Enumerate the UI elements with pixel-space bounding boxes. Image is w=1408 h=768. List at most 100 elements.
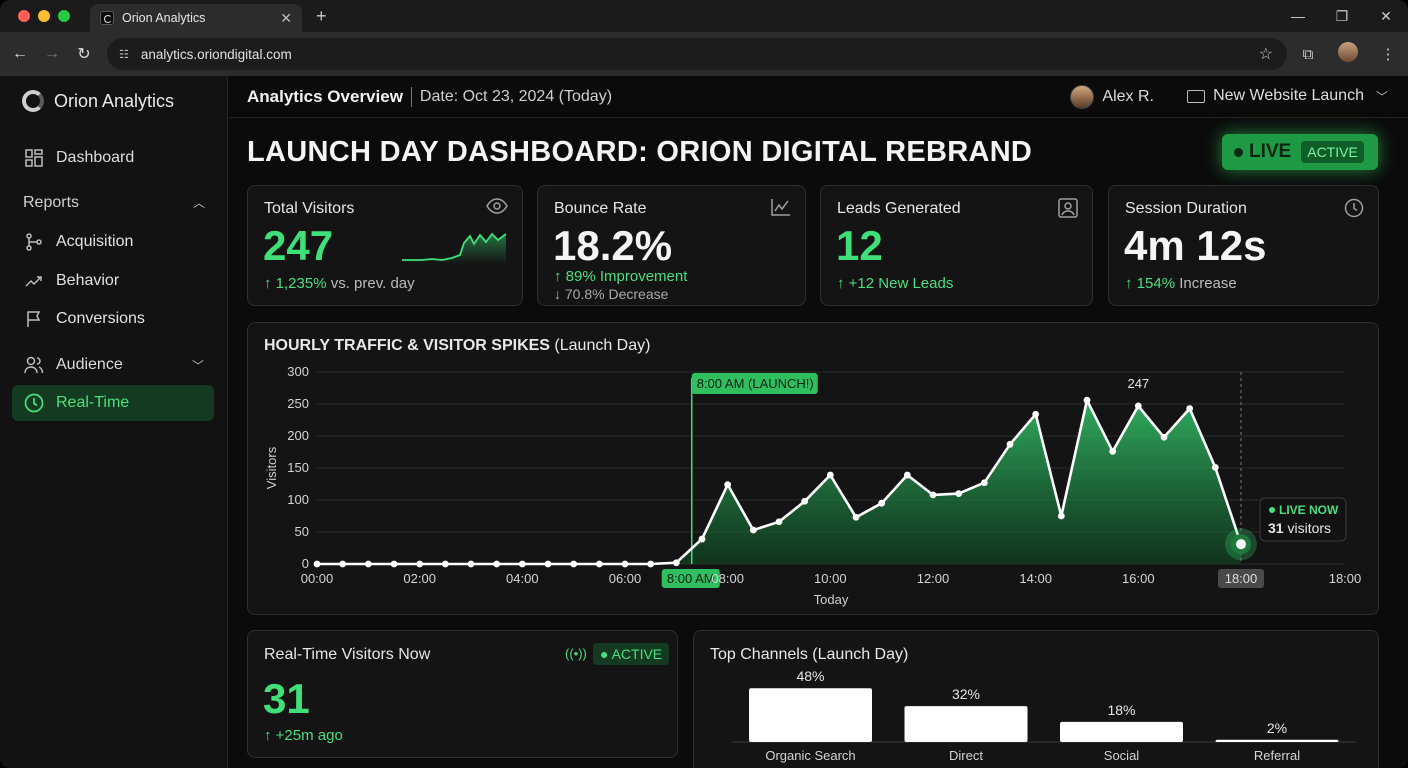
menu-icon[interactable]: ⋮ — [1380, 46, 1396, 63]
kpi-bounce-rate[interactable]: Bounce Rate 18.2% ↑ 89% Improvement ↓ 70… — [537, 185, 806, 306]
reload-button[interactable]: ↻ — [77, 46, 91, 63]
data-point — [339, 560, 347, 568]
site-settings-icon[interactable]: ☷ — [119, 48, 129, 61]
user-menu[interactable]: Alex R. — [1070, 85, 1154, 109]
sidebar-item-dashboard[interactable]: Dashboard — [12, 140, 214, 176]
browser-tab[interactable]: Orion Analytics ✕ — [90, 4, 302, 32]
kpi-value: 247 — [263, 222, 334, 269]
card-title: Real-Time Visitors Now — [264, 646, 431, 663]
sidebar-section-reports[interactable]: Reports ︿ — [23, 194, 205, 212]
bar-value-label: 48% — [796, 668, 824, 684]
bookmark-star-icon[interactable]: ☆ — [1258, 46, 1273, 63]
divider — [410, 86, 412, 107]
chart-title-main: Top Channels — [710, 646, 808, 663]
maximize-window-button[interactable] — [58, 10, 70, 22]
live-tooltip — [1259, 497, 1347, 542]
top-channels-chart[interactable]: 48% Organic Search 32% Direct 18% Social 2% Ref… — [694, 631, 1378, 768]
data-point — [493, 560, 501, 568]
chart-title: Top Channels (Launch Day) — [710, 646, 908, 664]
restore-icon[interactable]: ❐ — [1335, 7, 1349, 24]
chevron-down-icon: ﹀ — [1375, 89, 1388, 104]
sidebar-item-acquisition[interactable]: Acquisition — [12, 224, 214, 260]
hourly-traffic-chart[interactable]: 0 50 100 150 200 250 300 Visitors 00:00 02:00 04:0… — [248, 323, 1378, 614]
forward-button[interactable]: → — [44, 45, 60, 62]
data-point — [801, 497, 809, 505]
data-point — [647, 560, 655, 568]
sidebar-item-realtime[interactable]: Real-Time — [12, 385, 214, 421]
data-point — [1160, 433, 1168, 441]
extensions-icon[interactable]: ⧉ — [1302, 45, 1314, 63]
realtime-sub-text: ↑ +25m ago — [264, 727, 343, 744]
category-label: Direct — [949, 748, 983, 763]
brand[interactable]: Orion Analytics — [22, 90, 174, 112]
data-point — [1006, 440, 1014, 448]
kpi-title: Bounce Rate — [554, 200, 647, 217]
sidebar: Orion Analytics Dashboard Reports ︿ Acqu… — [0, 76, 228, 768]
project-selector[interactable]: New Website Launch ﹀ — [1187, 87, 1388, 105]
x-tick-label: 06:00 — [609, 571, 642, 586]
new-tab-button[interactable]: + — [316, 5, 327, 26]
data-point — [1109, 447, 1117, 455]
data-point — [544, 560, 552, 568]
data-point — [390, 560, 398, 568]
kpi-value: 4m 12s — [1124, 222, 1267, 269]
data-point — [1211, 463, 1219, 471]
close-icon[interactable]: ✕ — [1380, 7, 1392, 24]
back-button[interactable]: ← — [12, 45, 28, 62]
sidebar-item-label: Conversions — [56, 310, 145, 327]
tab-close-icon[interactable]: ✕ — [280, 10, 292, 26]
address-bar[interactable]: ☷ analytics.oriondigital.com ☆ — [107, 38, 1287, 70]
toolbar-right: ⧉ ⋮ — [1288, 32, 1408, 76]
bar-value-label: 18% — [1107, 702, 1135, 718]
kpi-title: Leads Generated — [837, 200, 961, 217]
x-tick-label: 10:00 — [814, 571, 847, 586]
live-tooltip-unit: visitors — [1284, 520, 1331, 536]
project-name: New Website Launch — [1213, 87, 1364, 104]
y-tick-label: 100 — [287, 492, 309, 507]
y-tick-label: 300 — [287, 364, 309, 379]
kpi-value: 12 — [836, 222, 883, 269]
favicon-icon — [100, 11, 114, 25]
data-point — [364, 560, 372, 568]
data-point — [749, 526, 757, 534]
data-point — [313, 560, 321, 568]
data-point — [1134, 402, 1142, 410]
chevron-down-icon: ﹀ — [191, 358, 204, 373]
data-point — [903, 471, 911, 479]
close-window-button[interactable] — [18, 10, 30, 22]
minimize-window-button[interactable] — [38, 10, 50, 22]
data-point — [518, 560, 526, 568]
category-label: Social — [1104, 748, 1140, 763]
kpi-session-duration[interactable]: Session Duration 4m 12s ↑ 154% Increase — [1108, 185, 1379, 306]
browser-toolbar: ← → ↻ ☷ analytics.oriondigital.com ☆ ⧉ ⋮ — [0, 32, 1408, 76]
contact-card-icon — [1058, 198, 1078, 223]
chart-title-suffix: (Launch Day) — [549, 337, 651, 354]
live-dot-icon — [1234, 147, 1243, 157]
x-tick-label: 12:00 — [917, 571, 950, 586]
kpi-change-suffix: vs. prev. day — [326, 275, 415, 292]
kpi-value: 18.2% — [553, 222, 673, 269]
x-tick-label: 8:00 AM — [667, 571, 715, 586]
chart-title-main: HOURLY TRAFFIC & VISITOR SPIKES — [264, 337, 550, 354]
kpi-title: Total Visitors — [264, 200, 355, 217]
trend-icon — [24, 271, 44, 291]
profile-avatar[interactable] — [1328, 42, 1368, 66]
kpi-change-value: ↑ 154% — [1125, 275, 1176, 292]
data-point — [441, 560, 449, 568]
realtime-visitors-card[interactable]: Real-Time Visitors Now ((•)) ● ACTIVE 31… — [247, 630, 678, 758]
user-name: Alex R. — [1102, 88, 1154, 105]
kpi-leads[interactable]: Leads Generated 12 ↑ +12 New Leads — [820, 185, 1093, 306]
realtime-value: 31 — [263, 675, 310, 722]
kpi-total-visitors[interactable]: Total Visitors 247 ↑ 1,235% vs. prev. da… — [247, 185, 523, 306]
sidebar-item-conversions[interactable]: Conversions — [12, 301, 214, 337]
x-tick-label: 04:00 — [506, 571, 539, 586]
sidebar-item-behavior[interactable]: Behavior — [12, 263, 214, 299]
y-axis-label: Visitors — [264, 446, 279, 489]
x-tick-label: 16:00 — [1122, 571, 1155, 586]
data-point — [1186, 405, 1194, 412]
sidebar-item-audience[interactable]: Audience ﹀ — [12, 347, 214, 383]
minimize-icon[interactable]: — — [1291, 8, 1305, 24]
data-point — [467, 560, 475, 568]
bar-value-label: 32% — [952, 686, 980, 702]
live-badge[interactable]: LIVE ACTIVE — [1222, 134, 1378, 170]
